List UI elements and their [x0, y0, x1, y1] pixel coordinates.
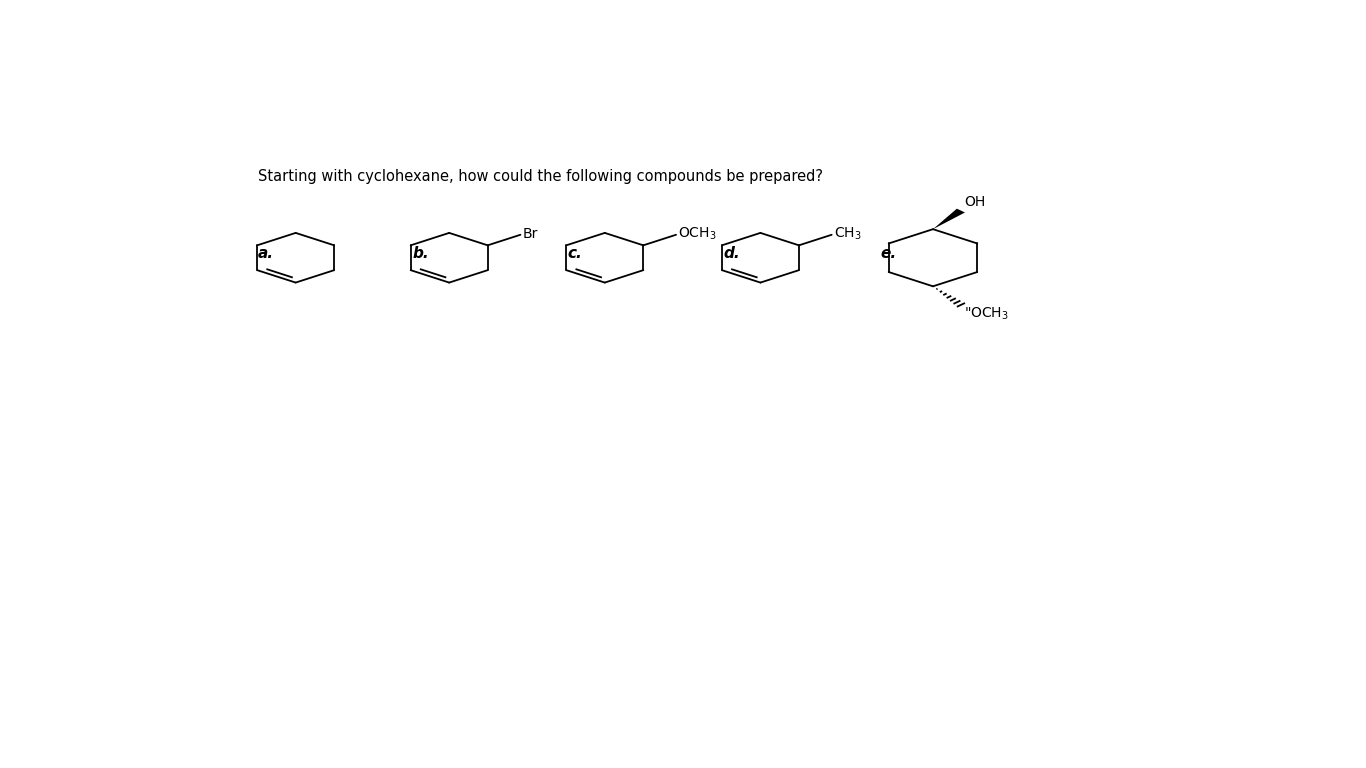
Text: CH$_3$: CH$_3$: [833, 226, 862, 243]
Text: OCH$_3$: OCH$_3$: [678, 226, 717, 243]
Text: b.: b.: [413, 246, 429, 260]
Text: Br: Br: [523, 227, 538, 241]
Polygon shape: [933, 209, 964, 229]
Text: c.: c.: [568, 246, 582, 260]
Text: Starting with cyclohexane, how could the following compounds be prepared?: Starting with cyclohexane, how could the…: [258, 169, 822, 184]
Text: e.: e.: [880, 246, 896, 260]
Text: OH: OH: [964, 195, 985, 210]
Text: "OCH$_3$: "OCH$_3$: [964, 306, 1009, 323]
Text: d.: d.: [724, 246, 740, 260]
Text: a.: a.: [258, 246, 273, 260]
